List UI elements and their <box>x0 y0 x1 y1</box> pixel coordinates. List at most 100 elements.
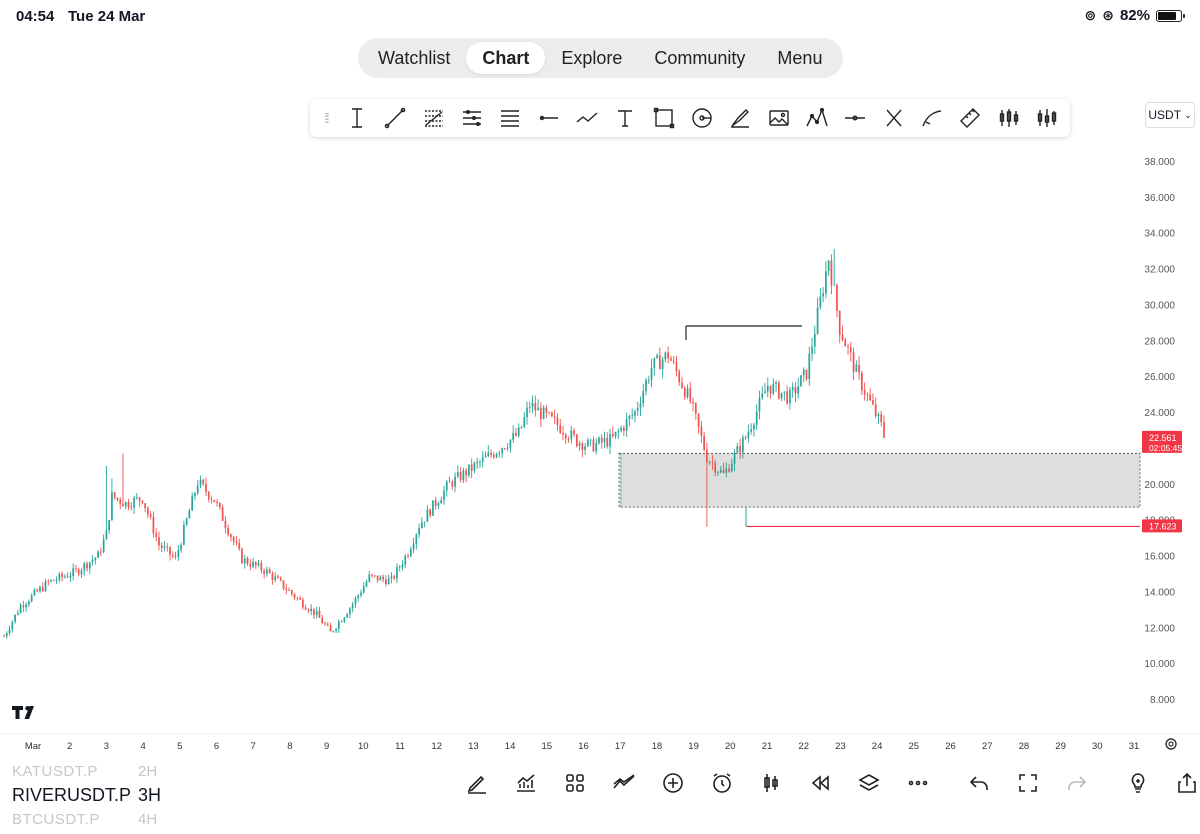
candle-body <box>69 575 72 578</box>
candle-body <box>528 407 531 408</box>
horizontal-ray-icon[interactable] <box>529 99 567 137</box>
pitchfork-icon[interactable] <box>453 99 491 137</box>
ruler-tool-icon[interactable] <box>951 99 989 137</box>
text-tool-icon[interactable] <box>606 99 644 137</box>
horizontal-line-icon[interactable] <box>836 99 874 137</box>
candle-body <box>609 433 611 447</box>
candle-body <box>786 391 789 404</box>
symbol-timeframe: 2H <box>138 762 158 780</box>
symbol-row[interactable]: BTCUSDT.P 4H <box>12 808 161 830</box>
candle-body <box>468 464 470 476</box>
candle <box>77 567 80 577</box>
candle <box>409 546 412 558</box>
long-position-icon[interactable] <box>989 99 1027 137</box>
more-icon[interactable] <box>893 768 942 798</box>
candle-body <box>736 446 739 453</box>
price-chart[interactable]: 38.00036.00034.00032.00030.00028.00026.0… <box>0 140 1200 760</box>
candle <box>675 355 678 377</box>
indicators-icon[interactable] <box>501 768 550 798</box>
candle <box>232 535 235 546</box>
short-position-icon[interactable] <box>1028 99 1066 137</box>
undo-icon[interactable] <box>954 768 1003 798</box>
redo-icon[interactable] <box>1052 768 1101 798</box>
candle-body <box>545 407 548 413</box>
image-tool-icon[interactable] <box>759 99 797 137</box>
chart-settings-icon[interactable] <box>1165 738 1177 750</box>
y-tick-label: 28.000 <box>1144 336 1175 347</box>
candle <box>562 426 564 441</box>
tab-community[interactable]: Community <box>654 47 746 68</box>
y-tick-label: 36.000 <box>1144 193 1175 204</box>
tab-watchlist[interactable]: Watchlist <box>378 47 451 68</box>
add-symbol-icon[interactable] <box>648 768 697 798</box>
drag-handle-icon[interactable]: ⁞⁞ <box>324 110 330 126</box>
candle-body <box>755 411 758 425</box>
curve-tool-icon[interactable] <box>913 99 951 137</box>
candle-body <box>207 491 210 500</box>
cross-tool-icon[interactable] <box>874 99 912 137</box>
currency-label: USDT <box>1148 108 1182 122</box>
symbol-row[interactable]: KATUSDT.P 2H <box>12 760 161 782</box>
candle <box>791 382 794 398</box>
candle <box>183 520 185 546</box>
candle-body <box>706 449 708 463</box>
candle-body <box>218 502 221 508</box>
vertical-line-tool-icon[interactable] <box>338 99 376 137</box>
candle <box>263 568 265 579</box>
compare-icon[interactable] <box>599 768 648 798</box>
tab-explore[interactable]: Explore <box>561 47 623 68</box>
draw-pencil-icon[interactable] <box>452 768 501 798</box>
symbol-timeframe: 3H <box>138 784 162 805</box>
tab-chart[interactable]: Chart <box>466 42 546 74</box>
candle-body <box>841 334 844 340</box>
candle-body <box>459 472 462 481</box>
candle <box>504 447 506 450</box>
parallel-channel-icon[interactable] <box>491 99 529 137</box>
candle-body <box>77 569 80 575</box>
candle <box>113 491 116 500</box>
logo-part <box>12 706 23 719</box>
candle <box>19 602 22 614</box>
candle-body <box>166 546 169 548</box>
candle-body <box>196 485 199 494</box>
candle-body <box>108 520 111 531</box>
tab-menu[interactable]: Menu <box>777 47 823 68</box>
candle-body <box>658 355 661 370</box>
candle <box>5 631 8 639</box>
candle-body <box>254 561 257 566</box>
x-tick-label: 12 <box>431 741 442 752</box>
candles-icon[interactable] <box>746 768 795 798</box>
pattern-tool-icon[interactable] <box>798 99 836 137</box>
fullscreen-icon[interactable] <box>1003 768 1052 798</box>
candle-body <box>133 497 135 508</box>
symbol-row[interactable]: RIVERUSDT.P 3H <box>12 782 161 808</box>
candle <box>443 485 445 505</box>
rectangle-tool-icon[interactable] <box>644 99 682 137</box>
replay-icon[interactable] <box>795 768 844 798</box>
x-tick-label: 22 <box>798 741 809 752</box>
path-tool-icon[interactable] <box>568 99 606 137</box>
fib-retracement-icon[interactable] <box>414 99 452 137</box>
alarm-icon[interactable] <box>697 768 746 798</box>
brush-tool-icon[interactable] <box>721 99 759 137</box>
candle-body <box>523 417 526 427</box>
circle-tool-icon[interactable] <box>683 99 721 137</box>
candle-body <box>711 461 714 463</box>
candle-body <box>426 509 429 522</box>
candle <box>811 337 813 362</box>
ideas-lightbulb-icon[interactable] <box>1113 768 1162 798</box>
symbol-name: KATUSDT.P <box>12 762 98 780</box>
candle <box>216 498 218 507</box>
candle-body <box>398 567 401 568</box>
share-icon[interactable] <box>1162 768 1200 798</box>
candle-body <box>589 439 592 441</box>
layouts-grid-icon[interactable] <box>550 768 599 798</box>
candle-body <box>329 625 332 632</box>
layers-icon[interactable] <box>844 768 893 798</box>
candle <box>880 410 883 427</box>
symbol-switcher[interactable]: KATUSDT.P 2H RIVERUSDT.P 3H BTCUSDT.P 4H <box>12 760 161 830</box>
currency-selector[interactable]: USDT ⌄ <box>1145 102 1195 128</box>
candle-body <box>3 636 5 638</box>
trend-line-tool-icon[interactable] <box>376 99 414 137</box>
candle-body <box>611 433 614 437</box>
